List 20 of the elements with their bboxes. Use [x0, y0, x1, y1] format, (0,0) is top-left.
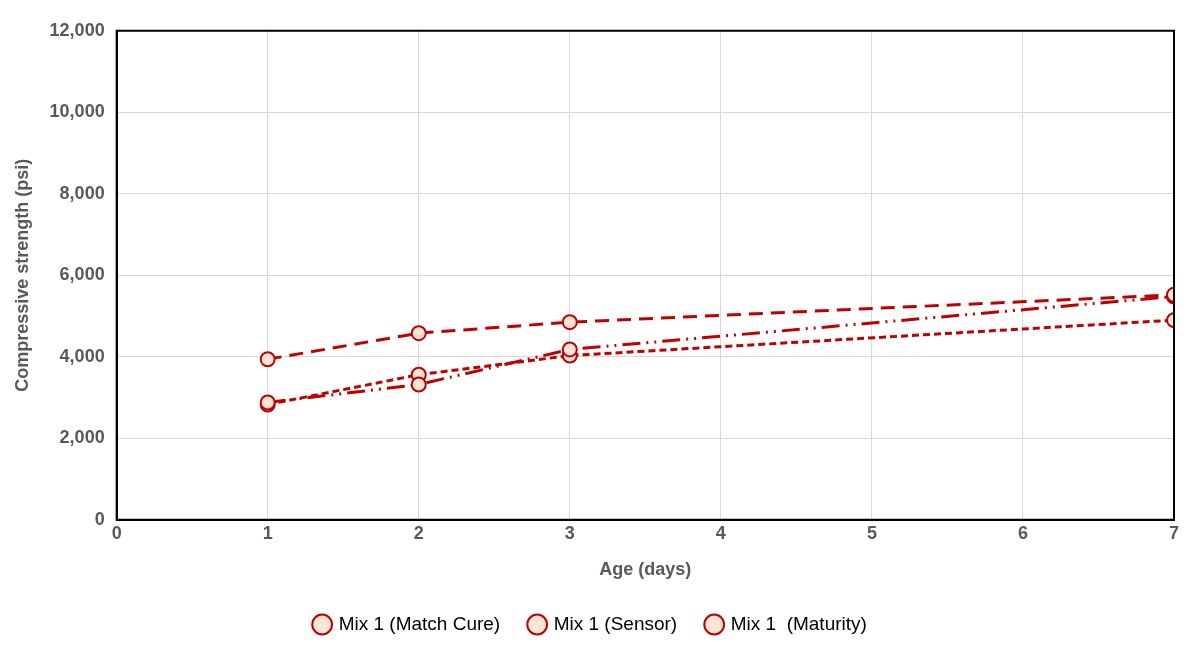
legend-label: Mix 1 (Maturity)	[730, 612, 867, 634]
x-tick-label: 7	[1168, 522, 1180, 543]
x-tick-label: 6	[1017, 522, 1028, 543]
x-axis-title: Age (days)	[599, 559, 692, 580]
y-axis-title: Compressive strength (psi)	[11, 158, 32, 392]
y-tick-label: 8,000	[59, 182, 105, 203]
x-tick-label: 2	[413, 522, 424, 543]
legend-label: Mix 1 (Match Cure)	[338, 612, 501, 634]
y-tick-label: 12,000	[49, 19, 105, 40]
x-tick-label: 1	[262, 522, 273, 543]
legend-label: Mix 1 (Sensor)	[553, 612, 678, 634]
x-tick-label: 4	[715, 522, 726, 543]
y-tick-label: 4,000	[59, 345, 105, 366]
y-tick-label: 6,000	[59, 264, 105, 285]
x-tick-label: 0	[111, 522, 122, 543]
y-tick-label: 2,000	[59, 427, 105, 448]
x-tick-label: 5	[866, 522, 877, 543]
y-tick-label: 0	[94, 508, 105, 529]
y-tick-label: 10,000	[49, 101, 105, 122]
x-tick-label: 3	[564, 522, 575, 543]
